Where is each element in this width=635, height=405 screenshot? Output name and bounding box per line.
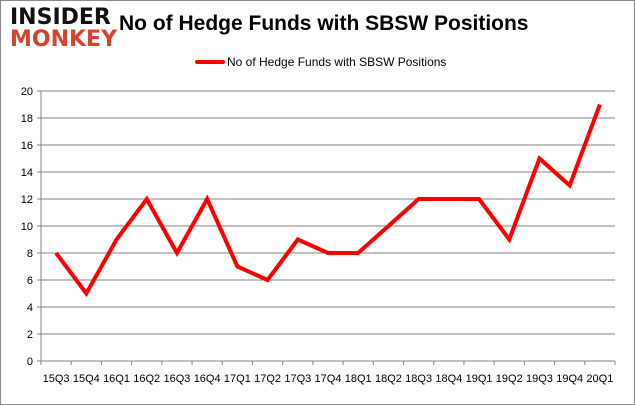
x-tick-label: 18Q4 bbox=[435, 373, 462, 385]
x-tick-label: 17Q4 bbox=[315, 373, 342, 385]
legend: No of Hedge Funds with SBSW Positions bbox=[195, 55, 446, 69]
x-tick-label: 16Q4 bbox=[194, 373, 221, 385]
x-tick-label: 16Q2 bbox=[133, 373, 160, 385]
x-tick-label: 17Q2 bbox=[254, 373, 281, 385]
x-tick-label: 16Q1 bbox=[103, 373, 130, 385]
insider-monkey-logo: INSIDER MONKEY bbox=[10, 7, 118, 53]
x-tick-label: 17Q3 bbox=[284, 373, 311, 385]
y-tick-label: 4 bbox=[27, 302, 33, 314]
logo-line1: INSIDER bbox=[10, 5, 111, 30]
x-tick-label: 19Q3 bbox=[526, 373, 553, 385]
x-tick-label: 18Q3 bbox=[405, 373, 432, 385]
x-tick-label: 19Q4 bbox=[556, 373, 583, 385]
y-tick-label: 10 bbox=[21, 221, 33, 233]
x-tick-label: 16Q3 bbox=[163, 373, 190, 385]
x-tick-label: 18Q2 bbox=[375, 373, 402, 385]
legend-swatch bbox=[195, 60, 225, 64]
y-tick-label: 18 bbox=[21, 113, 33, 125]
x-tick-label: 19Q2 bbox=[496, 373, 523, 385]
y-tick-label: 6 bbox=[27, 275, 33, 287]
y-tick-label: 8 bbox=[27, 248, 33, 260]
x-tick-label: 18Q1 bbox=[345, 373, 372, 385]
x-tick-label: 15Q3 bbox=[43, 373, 70, 385]
y-tick-label: 16 bbox=[21, 140, 33, 152]
logo-line2: MONKEY bbox=[10, 27, 118, 52]
x-tick-label: 19Q1 bbox=[466, 373, 493, 385]
y-tick-label: 12 bbox=[21, 194, 33, 206]
y-tick-label: 2 bbox=[27, 329, 33, 341]
x-tick-label: 15Q4 bbox=[73, 373, 100, 385]
series-line bbox=[54, 103, 602, 298]
x-tick-label: 20Q1 bbox=[586, 373, 613, 385]
x-tick-label: 17Q1 bbox=[224, 373, 251, 385]
y-tick-label: 14 bbox=[21, 167, 33, 179]
legend-label: No of Hedge Funds with SBSW Positions bbox=[227, 55, 447, 69]
y-tick-label: 0 bbox=[27, 356, 33, 368]
chart-title: No of Hedge Funds with SBSW Positions bbox=[119, 12, 529, 35]
y-tick-label: 20 bbox=[21, 86, 33, 98]
